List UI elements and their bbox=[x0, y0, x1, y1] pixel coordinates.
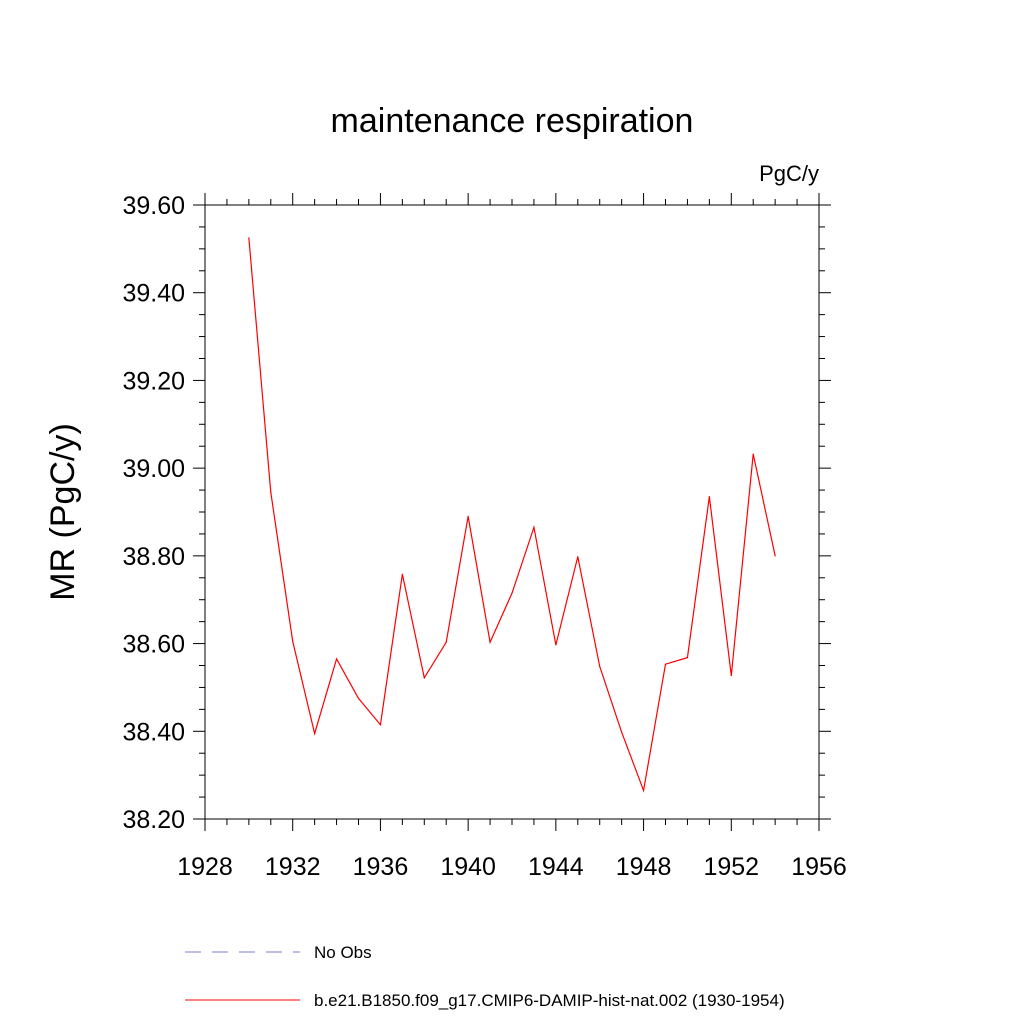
data-point bbox=[445, 641, 447, 643]
data-point bbox=[292, 640, 294, 642]
data-point bbox=[357, 697, 360, 699]
data-point bbox=[577, 556, 579, 558]
data-point bbox=[489, 641, 491, 643]
units-label: PgC/y bbox=[759, 161, 819, 186]
y-tick-label: 38.20 bbox=[122, 806, 185, 834]
data-point bbox=[401, 573, 403, 575]
x-tick-label: 1932 bbox=[265, 853, 321, 881]
series-line bbox=[248, 237, 776, 793]
data-point bbox=[599, 665, 601, 667]
data-point bbox=[708, 496, 710, 498]
data-point bbox=[621, 731, 623, 733]
x-tick-label: 1944 bbox=[528, 853, 584, 881]
x-tick-label: 1928 bbox=[177, 853, 233, 881]
data-point bbox=[423, 677, 425, 679]
y-tick-label: 39.40 bbox=[122, 280, 185, 308]
data-point bbox=[664, 663, 667, 665]
chart-title: maintenance respiration bbox=[331, 102, 694, 140]
plot-area bbox=[248, 237, 776, 793]
y-tick-label: 38.40 bbox=[122, 718, 185, 746]
data-point bbox=[533, 526, 535, 528]
y-tick-label: 39.60 bbox=[122, 192, 185, 220]
data-point bbox=[686, 657, 689, 659]
data-point bbox=[248, 237, 250, 239]
x-tick-label: 1936 bbox=[353, 853, 409, 881]
data-point bbox=[379, 724, 382, 726]
axes-group: 1928 1932 1936 1940 1944 1948 1952 1956 38.20 38.… bbox=[122, 192, 846, 881]
legend-label-2: b.e21.B1850.f09_g17.CMIP6-DAMIP-hist-nat… bbox=[314, 991, 785, 1010]
x-tick-label: 1940 bbox=[440, 853, 496, 881]
y-tick-label: 38.60 bbox=[122, 631, 185, 659]
data-point bbox=[752, 453, 754, 455]
legend-label-1: No Obs bbox=[314, 943, 372, 962]
y-tick-label: 38.80 bbox=[122, 543, 185, 571]
legend: No Obs b.e21.B1850.f09_g17.CMIP6-DAMIP-hi… bbox=[185, 943, 785, 1010]
data-point bbox=[314, 732, 316, 735]
data-point bbox=[335, 658, 338, 660]
x-tick-label: 1948 bbox=[616, 853, 672, 881]
data-point bbox=[511, 592, 513, 594]
data-point bbox=[467, 515, 469, 517]
data-point bbox=[774, 555, 776, 557]
data-point bbox=[642, 789, 645, 792]
y-tick-label: 39.00 bbox=[122, 455, 185, 483]
data-point bbox=[555, 644, 557, 646]
data-point bbox=[730, 674, 732, 677]
x-tick-label: 1956 bbox=[791, 853, 847, 881]
x-tick-label: 1952 bbox=[703, 853, 759, 881]
y-tick-label: 39.20 bbox=[122, 367, 185, 395]
y-axis-label: MR (PgC/y) bbox=[44, 423, 82, 601]
data-point bbox=[270, 491, 272, 493]
plot-frame bbox=[204, 204, 820, 820]
